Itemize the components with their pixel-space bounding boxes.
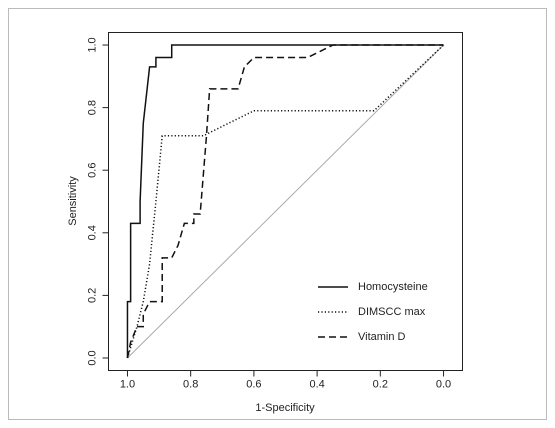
x-tick-label: 1.0	[120, 378, 135, 390]
roc-curve	[126, 44, 444, 358]
y-tick-label: 0.6	[86, 163, 98, 178]
x-axis-label: 1-Specificity	[255, 402, 315, 414]
legend-label: Homocysteine	[358, 281, 428, 293]
roc-curve	[126, 44, 445, 359]
y-axis-label: Sensitivity	[67, 176, 79, 226]
legend-label: Vitamin D	[358, 331, 406, 343]
x-tick-label: 0.6	[246, 378, 261, 390]
y-tick-label: 0.2	[86, 288, 98, 303]
y-tick-label: 0.0	[86, 350, 98, 365]
x-tick-label: 0.4	[309, 378, 324, 390]
legend-label: DIMSCC max	[358, 306, 426, 318]
y-tick-label: 0.4	[86, 225, 98, 240]
y-tick-label: 1.0	[86, 37, 98, 52]
reference-line	[127, 44, 444, 359]
plot-box	[108, 32, 463, 371]
y-tick-label: 0.8	[86, 100, 98, 115]
frame	[8, 8, 547, 420]
x-tick-label: 0.8	[183, 378, 198, 390]
x-tick-label: 0.0	[436, 378, 451, 390]
roc-curve	[126, 44, 444, 359]
x-tick-label: 0.2	[373, 378, 388, 390]
